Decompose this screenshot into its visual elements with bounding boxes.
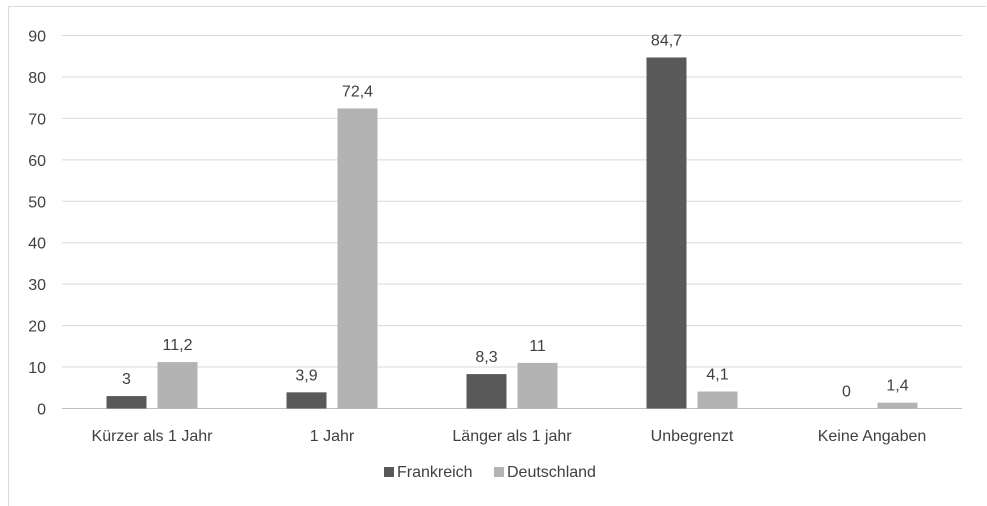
x-axis-categories: Kürzer als 1 Jahr 1 Jahr Länger als 1 jahr… bbox=[92, 428, 927, 445]
bar-frankreich-2 bbox=[466, 374, 507, 409]
gridlines bbox=[62, 35, 962, 409]
x-category-label: Kürzer als 1 Jahr bbox=[92, 428, 214, 445]
x-category-label: 1 Jahr bbox=[310, 428, 355, 445]
data-label: 8,3 bbox=[475, 349, 497, 366]
legend-swatch bbox=[494, 467, 504, 477]
y-tick-label: 80 bbox=[28, 70, 46, 87]
data-label: 72,4 bbox=[342, 83, 373, 100]
data-label: 84,7 bbox=[651, 32, 682, 49]
bar-deutschland-0 bbox=[157, 362, 198, 409]
bar-deutschland-4 bbox=[877, 402, 918, 409]
bar-frankreich-3 bbox=[646, 57, 687, 409]
x-category-label: Unbegrenzt bbox=[651, 428, 734, 445]
legend-label: Deutschland bbox=[507, 464, 596, 481]
y-tick-label: 0 bbox=[37, 402, 46, 419]
y-tick-label: 40 bbox=[28, 236, 46, 253]
legend-label: Frankreich bbox=[397, 464, 473, 481]
y-axis-ticks: 0 10 20 30 40 50 60 70 80 90 bbox=[28, 29, 46, 419]
y-tick-label: 70 bbox=[28, 111, 46, 128]
bar-frankreich-1 bbox=[286, 392, 327, 409]
y-tick-label: 20 bbox=[28, 319, 46, 336]
legend: Frankreich Deutschland bbox=[384, 464, 596, 481]
y-tick-label: 30 bbox=[28, 277, 46, 294]
data-labels: 3 11,2 3,9 72,4 8,3 11 84,7 4,1 0 1,4 bbox=[122, 32, 909, 400]
bar-frankreich-0 bbox=[106, 396, 147, 409]
data-label: 11,2 bbox=[163, 337, 193, 354]
bar-deutschland-3 bbox=[697, 391, 738, 409]
y-tick-label: 50 bbox=[28, 194, 46, 211]
chart-frame bbox=[8, 6, 986, 506]
data-label: 3,9 bbox=[295, 367, 317, 384]
data-label: 1,4 bbox=[886, 378, 908, 395]
y-tick-label: 60 bbox=[28, 153, 46, 170]
bar-deutschland-1 bbox=[337, 108, 378, 409]
data-label: 11 bbox=[529, 338, 546, 355]
legend-swatch bbox=[384, 467, 394, 477]
data-label: 0 bbox=[842, 384, 851, 401]
bars bbox=[106, 57, 918, 409]
x-category-label: Keine Angaben bbox=[818, 428, 927, 445]
data-label: 3 bbox=[122, 371, 131, 388]
bar-deutschland-2 bbox=[517, 362, 558, 409]
data-label: 4,1 bbox=[706, 367, 728, 384]
y-tick-label: 10 bbox=[28, 360, 46, 377]
y-tick-label: 90 bbox=[28, 29, 46, 46]
x-category-label: Länger als 1 jahr bbox=[452, 428, 572, 445]
